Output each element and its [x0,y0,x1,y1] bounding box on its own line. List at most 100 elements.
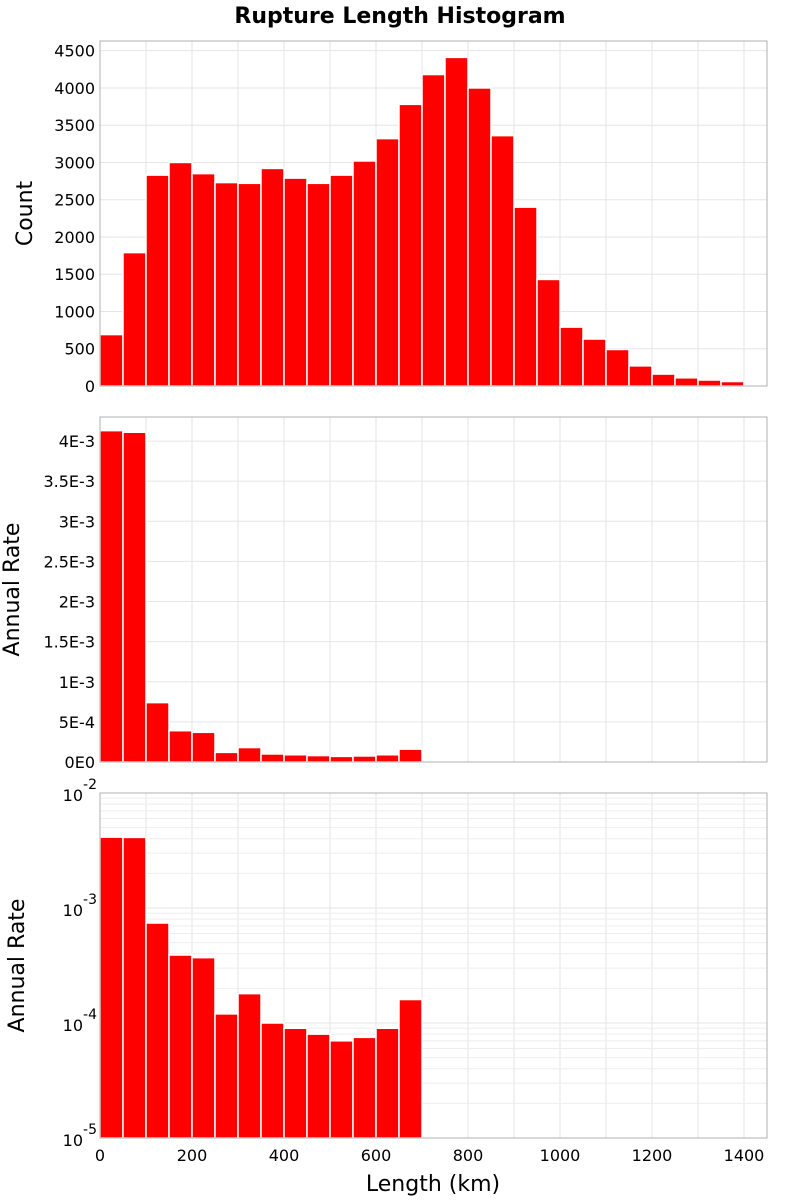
bar-rate-log-5 [214,1013,239,1139]
y-tick-label: 3000 [54,153,95,172]
plot-frame-rate-log [99,792,768,1139]
bar-count-21 [582,338,607,387]
y-tick-label: 2000 [54,228,95,247]
bar-rate-linear-2 [145,701,170,763]
bar-count-9 [306,182,331,387]
bar-count-27 [720,380,745,387]
bar-count-2 [145,174,170,387]
bar-rate-linear-10 [329,755,354,763]
y-tick-exponent: -2 [83,777,97,793]
bar-count-6 [237,182,262,387]
x-tick-label: 600 [361,1146,392,1165]
x-tick-label: 1400 [724,1146,765,1165]
y-tick-label: 1E-3 [59,673,95,692]
bar-rate-log-1 [122,836,147,1139]
bar-count-1 [122,251,147,387]
y-axis-title-rate-log: Annual Rate [5,899,30,1033]
y-tick-label: 3.5E-3 [43,472,95,491]
y-tick-label: 3500 [54,116,95,135]
bars-count [99,56,768,387]
y-tick-base: 10 [63,1016,83,1035]
bar-count-26 [697,379,722,387]
y-tick-label: 4500 [54,42,95,61]
bar-rate-log-2 [145,922,170,1139]
y-tick-label: 0 [85,377,95,396]
bar-count-20 [559,326,584,387]
y-tick-labels-rate-log: 10-510-410-310-2 [63,777,97,1150]
y-tick-label: 4E-3 [59,432,95,451]
chart-panels: 050010001500200025003000350040004500Coun… [0,40,768,1165]
bar-count-25 [674,377,699,387]
bar-rate-log-8 [283,1027,308,1139]
y-tick-label: 2.5E-3 [43,552,95,571]
bar-rate-linear-3 [168,729,193,763]
bar-count-11 [352,160,377,387]
bar-rate-log-12 [375,1027,400,1139]
y-tick-label: 2E-3 [59,593,95,612]
x-tick-label: 200 [177,1146,208,1165]
y-tick-base: 10 [63,786,83,805]
y-tick-exponent: -5 [83,1122,97,1138]
bar-count-15 [444,56,469,387]
bar-count-5 [214,181,239,387]
x-tick-label: 800 [453,1146,484,1165]
plot-frame-rate-linear [99,416,768,763]
gridlines-rate-linear [100,417,767,763]
y-tick-base: 10 [63,901,83,920]
bar-count-19 [536,278,561,387]
x-tick-label: 0 [95,1146,105,1165]
bar-count-23 [628,365,653,387]
y-tick-base: 10 [63,1131,83,1150]
bar-rate-linear-7 [260,753,285,763]
x-tick-label: 400 [269,1146,300,1165]
y-tick-label: 2500 [54,191,95,210]
y-tick-label: 10-5 [63,1122,97,1150]
x-tick-labels: 0 200 400 600 800 1000 1200 1400 [95,1146,764,1165]
bar-count-16 [467,87,492,387]
y-tick-label: 1500 [54,265,95,284]
y-tick-exponent: -4 [83,1007,97,1023]
bar-count-8 [283,177,308,387]
bar-count-12 [375,137,400,387]
bar-rate-linear-6 [237,746,262,763]
y-axis-title-count: Count [13,180,38,246]
bar-rate-log-11 [352,1036,377,1139]
bar-count-14 [421,73,446,387]
y-tick-label: 500 [64,340,95,359]
bar-rate-log-10 [329,1040,354,1139]
bar-rate-linear-0 [99,429,124,763]
bar-count-18 [513,206,538,387]
bar-count-22 [605,348,630,387]
bar-rate-log-9 [306,1033,331,1139]
panel-count: 0 500 1000 1500 2000 2500 3000 3500 4000 4500 Coun… [13,40,768,396]
y-tick-label: 10-4 [63,1007,97,1035]
y-tick-labels-rate-linear: 0E0 5E-4 1E-3 1.5E-3 2E-3 2.5E-3 3E-3 3.5E-3 4E-… [43,432,95,772]
y-tick-label: 10-3 [63,892,97,920]
bar-count-17 [490,134,515,387]
bar-rate-log-3 [168,954,193,1139]
bar-rate-log-13 [398,998,423,1139]
bars-rate-log [99,836,423,1139]
y-axis-title-rate-linear: Annual Rate [0,523,25,657]
bar-rate-linear-5 [214,751,239,763]
chart-title: Rupture Length Histogram [234,4,565,29]
bar-rate-linear-4 [191,731,216,763]
bar-count-4 [191,172,216,387]
y-tick-label: 4000 [54,79,95,98]
x-tick-label: 1000 [540,1146,581,1165]
bar-rate-log-7 [260,1022,285,1139]
bar-count-0 [99,333,124,387]
y-tick-label: 10-2 [63,777,97,805]
x-axis-title: Length (km) [366,1172,500,1197]
y-tick-label: 5E-4 [59,713,95,732]
bar-count-3 [168,161,193,387]
bar-count-24 [651,373,676,387]
bar-rate-linear-1 [122,431,147,763]
bar-rate-linear-12 [375,754,400,763]
y-tick-label: 3E-3 [59,512,95,531]
y-tick-label: 1000 [54,302,95,321]
plot-frame-count [99,40,768,387]
bar-rate-linear-11 [352,755,377,763]
